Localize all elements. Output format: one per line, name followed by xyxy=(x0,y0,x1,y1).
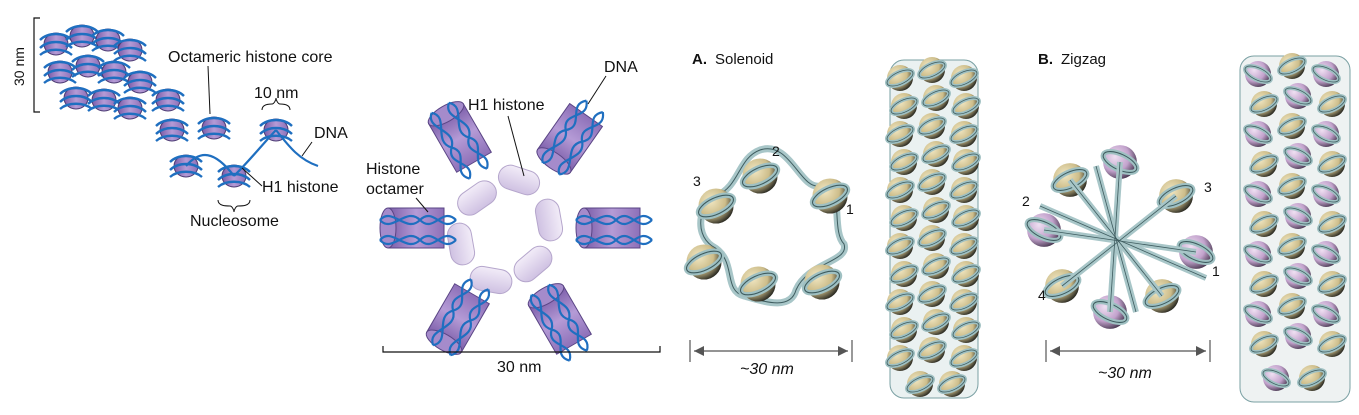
core-label: Octameric histone core xyxy=(168,49,333,66)
dna-label: DNA xyxy=(314,125,348,142)
solenoid-marker-2: 2 xyxy=(772,143,780,159)
octamer-label-line2: octamer xyxy=(366,181,424,198)
solenoid-beads xyxy=(683,158,850,301)
ring-dna-label: DNA xyxy=(604,59,638,76)
zigzag-marker-3: 3 xyxy=(1204,179,1212,195)
zigzag-diameter-label: ~30 nm xyxy=(1098,365,1152,382)
height-label: 30 nm xyxy=(11,47,27,86)
octamer-label-line1: Histone xyxy=(366,161,420,178)
panel-left: 30 nm Octameric histone core 10 nm DNA H… xyxy=(11,17,348,230)
ring-diameter-label: 30 nm xyxy=(497,359,541,376)
solenoid-fiber xyxy=(882,55,984,399)
solenoid-marker-3: 3 xyxy=(693,173,701,189)
linker-width-label: 10 nm xyxy=(254,85,298,102)
nucleosome-bracket xyxy=(217,199,251,213)
zigzag-marker-1: 1 xyxy=(1212,263,1220,279)
nucleosome-label: Nucleosome xyxy=(190,213,279,230)
zigzag-fiber xyxy=(1239,51,1351,403)
linker-bracket xyxy=(261,97,291,111)
height-bracket xyxy=(33,17,40,113)
svg-text:B. Zigzag: B. Zigzag xyxy=(1038,51,1106,68)
solenoid-letter: A. xyxy=(692,51,707,68)
ring-diameter-bracket xyxy=(382,346,661,353)
panel-ring: H1 histone DNA Histone octamer 30 nm xyxy=(366,59,661,376)
zigzag-marker-4: 4 xyxy=(1038,287,1046,303)
h1-label: H1 histone xyxy=(262,179,339,196)
zigzag-marker-2: 2 xyxy=(1022,193,1030,209)
solenoid-marker-1: 1 xyxy=(846,201,854,217)
solenoid-title: Solenoid xyxy=(715,51,773,68)
nucleosome-cylinders xyxy=(378,92,654,366)
ring-h1-label: H1 histone xyxy=(468,97,545,114)
zigzag-title: Zigzag xyxy=(1061,51,1106,68)
solenoid-diameter-label: ~30 nm xyxy=(740,361,794,378)
h1-core-ring xyxy=(446,164,564,295)
zigzag-letter: B. xyxy=(1038,51,1053,68)
svg-text:A. Solenoid: A. Solenoid xyxy=(692,51,773,68)
panel-zigzag: B. Zigzag 1 xyxy=(1022,51,1351,403)
panel-solenoid: A. Solenoid 1 2 3 ~30 nm xyxy=(683,51,984,399)
